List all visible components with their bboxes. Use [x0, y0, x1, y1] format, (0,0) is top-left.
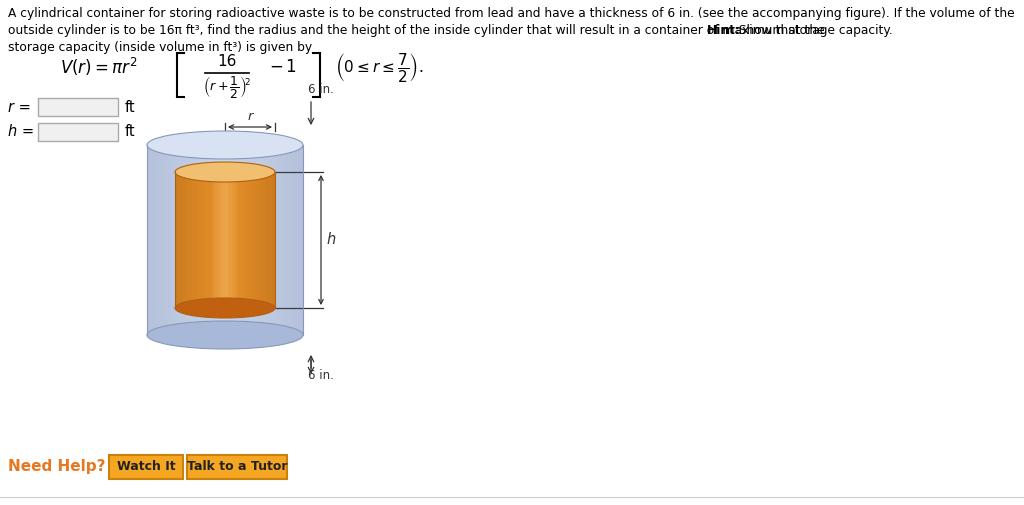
- Polygon shape: [178, 145, 182, 335]
- Text: r: r: [247, 110, 253, 123]
- Polygon shape: [215, 145, 218, 335]
- Text: Need Help?: Need Help?: [8, 460, 105, 475]
- Ellipse shape: [147, 321, 303, 349]
- Polygon shape: [245, 172, 249, 308]
- Polygon shape: [189, 145, 194, 335]
- Polygon shape: [202, 145, 206, 335]
- Polygon shape: [249, 145, 252, 335]
- Text: Hint:: Hint:: [707, 24, 741, 37]
- Polygon shape: [262, 172, 265, 308]
- Polygon shape: [147, 145, 303, 335]
- Polygon shape: [225, 172, 228, 308]
- Polygon shape: [299, 145, 303, 335]
- Polygon shape: [175, 172, 275, 308]
- Polygon shape: [163, 145, 167, 335]
- Polygon shape: [208, 172, 212, 308]
- Polygon shape: [151, 145, 155, 335]
- Polygon shape: [202, 172, 205, 308]
- Polygon shape: [271, 145, 275, 335]
- Polygon shape: [225, 145, 228, 335]
- Polygon shape: [232, 172, 236, 308]
- Polygon shape: [181, 172, 185, 308]
- Polygon shape: [218, 145, 221, 335]
- Polygon shape: [284, 145, 288, 335]
- Polygon shape: [186, 145, 189, 335]
- Ellipse shape: [147, 131, 303, 159]
- Polygon shape: [252, 172, 255, 308]
- Text: outside cylinder is to be 16π ft³, find the radius and the height of the inside : outside cylinder is to be 16π ft³, find …: [8, 24, 893, 37]
- Polygon shape: [178, 172, 181, 308]
- Text: $\left(0 \leq r \leq \dfrac{7}{2}\right).$: $\left(0 \leq r \leq \dfrac{7}{2}\right)…: [335, 50, 423, 83]
- Polygon shape: [231, 145, 234, 335]
- Polygon shape: [242, 172, 245, 308]
- Polygon shape: [295, 145, 299, 335]
- Polygon shape: [170, 145, 174, 335]
- Text: Watch It: Watch It: [117, 461, 175, 474]
- Polygon shape: [291, 145, 295, 335]
- FancyBboxPatch shape: [187, 455, 287, 479]
- Text: A cylindrical container for storing radioactive waste is to be constructed from : A cylindrical container for storing radi…: [8, 7, 1015, 20]
- Text: Show that the: Show that the: [735, 24, 824, 37]
- Polygon shape: [260, 145, 264, 335]
- Polygon shape: [194, 145, 198, 335]
- Text: r =: r =: [8, 99, 31, 115]
- Polygon shape: [211, 172, 214, 308]
- Polygon shape: [280, 145, 284, 335]
- Polygon shape: [218, 172, 221, 308]
- Polygon shape: [255, 172, 258, 308]
- Polygon shape: [228, 172, 232, 308]
- Polygon shape: [221, 145, 225, 335]
- Text: Talk to a Tutor: Talk to a Tutor: [186, 461, 288, 474]
- Text: ft: ft: [125, 125, 135, 139]
- Text: 16: 16: [217, 55, 237, 70]
- Ellipse shape: [175, 162, 275, 182]
- Polygon shape: [239, 172, 242, 308]
- Polygon shape: [245, 145, 249, 335]
- Polygon shape: [214, 172, 218, 308]
- Text: 6 in.: 6 in.: [308, 369, 334, 382]
- Polygon shape: [159, 145, 163, 335]
- Polygon shape: [167, 145, 170, 335]
- Polygon shape: [258, 172, 262, 308]
- Text: $V(r) = \pi r^2$: $V(r) = \pi r^2$: [60, 56, 137, 78]
- Polygon shape: [265, 172, 268, 308]
- Polygon shape: [249, 172, 252, 308]
- Text: 6 in.: 6 in.: [308, 83, 334, 96]
- Polygon shape: [236, 172, 240, 308]
- Polygon shape: [188, 172, 191, 308]
- Polygon shape: [198, 145, 202, 335]
- Polygon shape: [174, 145, 178, 335]
- Polygon shape: [275, 145, 280, 335]
- Text: ft: ft: [125, 99, 135, 115]
- Polygon shape: [288, 145, 291, 335]
- Ellipse shape: [175, 298, 275, 318]
- Polygon shape: [195, 172, 199, 308]
- Polygon shape: [228, 145, 231, 335]
- Polygon shape: [234, 172, 239, 308]
- Polygon shape: [264, 145, 268, 335]
- FancyBboxPatch shape: [38, 98, 118, 116]
- Text: storage capacity (inside volume in ft³) is given by: storage capacity (inside volume in ft³) …: [8, 41, 312, 54]
- Polygon shape: [175, 172, 178, 308]
- FancyBboxPatch shape: [38, 123, 118, 141]
- Polygon shape: [268, 172, 271, 308]
- Polygon shape: [191, 172, 195, 308]
- Polygon shape: [212, 172, 215, 308]
- Polygon shape: [147, 145, 151, 335]
- Polygon shape: [271, 172, 275, 308]
- Polygon shape: [268, 145, 271, 335]
- Polygon shape: [256, 145, 260, 335]
- Polygon shape: [252, 145, 256, 335]
- Polygon shape: [199, 172, 202, 308]
- Text: h =: h =: [8, 125, 34, 139]
- Text: h: h: [326, 232, 335, 247]
- Text: $\left(r+\dfrac{1}{2}\right)^{\!2}$: $\left(r+\dfrac{1}{2}\right)^{\!2}$: [203, 74, 251, 100]
- Polygon shape: [221, 172, 225, 308]
- Polygon shape: [205, 172, 208, 308]
- FancyBboxPatch shape: [109, 455, 183, 479]
- Text: $-\,1$: $-\,1$: [269, 58, 297, 76]
- Polygon shape: [185, 172, 188, 308]
- Polygon shape: [182, 145, 186, 335]
- Polygon shape: [155, 145, 159, 335]
